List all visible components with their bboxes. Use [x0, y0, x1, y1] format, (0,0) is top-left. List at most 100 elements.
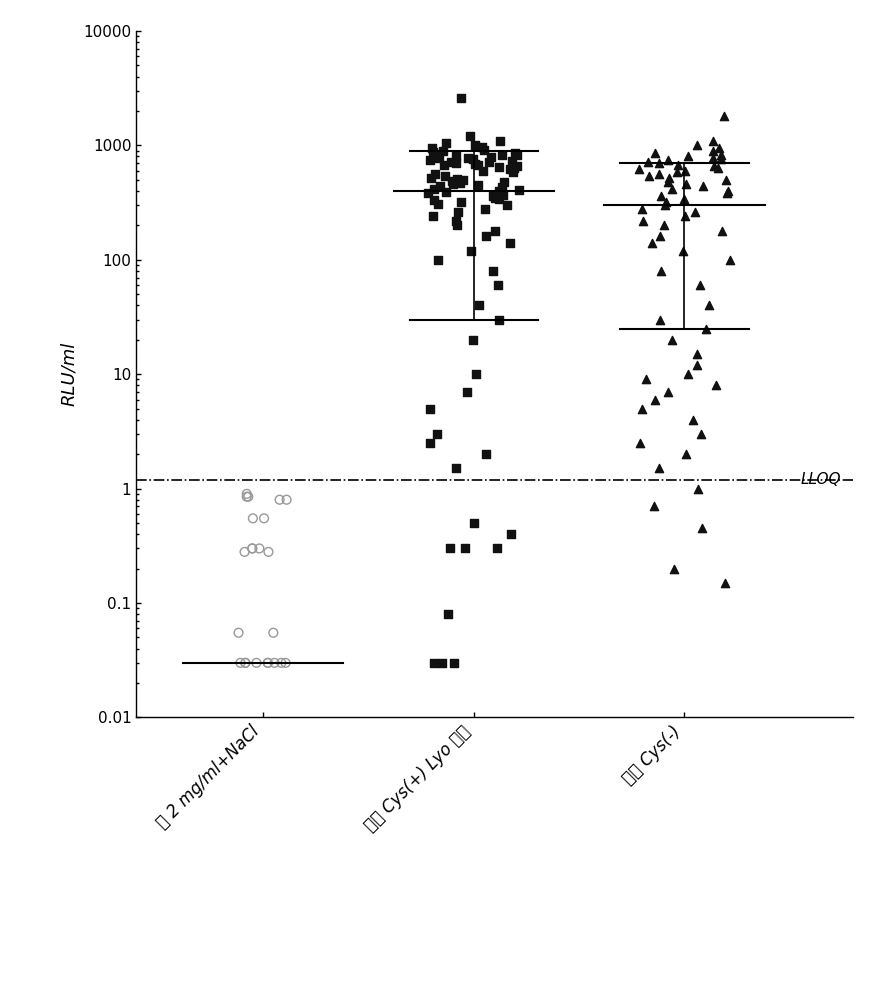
Point	[693, 426, 707, 442]
Point	[260, 655, 274, 671]
Point	[472, 297, 486, 313]
Point	[240, 486, 254, 502]
Point	[252, 540, 266, 556]
Point	[680, 148, 695, 164]
Point	[468, 137, 482, 153]
Point	[428, 166, 443, 182]
Point	[438, 184, 452, 200]
Point	[443, 154, 458, 170]
Point	[463, 243, 477, 259]
Point	[449, 460, 463, 476]
Point	[257, 510, 271, 526]
Point	[423, 435, 437, 451]
Point	[494, 147, 509, 163]
Point	[651, 166, 665, 182]
Point	[426, 208, 440, 224]
Point	[635, 213, 649, 229]
Point	[679, 176, 693, 192]
Point	[429, 148, 443, 164]
Point	[718, 172, 732, 188]
Point	[714, 223, 729, 239]
Point	[272, 492, 286, 508]
Point	[267, 655, 282, 671]
Point	[711, 140, 725, 156]
Point	[653, 263, 667, 279]
Point	[478, 446, 493, 462]
Point	[688, 346, 703, 362]
Point	[634, 201, 648, 217]
Point	[504, 153, 519, 169]
Point	[705, 150, 720, 166]
Point	[458, 540, 472, 556]
Point	[495, 187, 510, 203]
Point	[676, 191, 690, 207]
Point	[491, 183, 505, 199]
Point	[705, 133, 720, 149]
Point	[490, 277, 504, 293]
Point	[491, 191, 505, 207]
Point	[695, 520, 709, 536]
Point	[450, 171, 464, 187]
Point	[503, 526, 518, 542]
Point	[697, 321, 712, 337]
Point	[493, 133, 507, 149]
Point	[232, 625, 246, 641]
Point	[426, 144, 440, 160]
Point	[240, 489, 254, 505]
Point	[662, 170, 676, 186]
Point	[647, 392, 662, 408]
Point	[487, 223, 502, 239]
Point	[279, 492, 293, 508]
Point	[641, 168, 655, 184]
Point	[701, 297, 715, 313]
Point	[450, 217, 464, 233]
Point	[245, 540, 259, 556]
Point	[677, 208, 691, 224]
Point	[460, 384, 474, 400]
Point	[638, 371, 653, 387]
Point	[656, 197, 670, 213]
Point	[502, 161, 517, 177]
Point	[470, 157, 485, 173]
Point	[470, 177, 485, 193]
Point	[640, 154, 654, 170]
Point	[245, 540, 259, 556]
Point	[631, 161, 645, 177]
Point	[445, 173, 460, 189]
Point	[437, 157, 451, 173]
Point	[445, 176, 460, 192]
Point	[693, 277, 707, 293]
Point	[453, 194, 468, 210]
Point	[278, 655, 292, 671]
Point	[721, 252, 736, 268]
Point	[477, 201, 492, 217]
Point	[261, 544, 275, 560]
Point	[240, 489, 255, 505]
Point	[670, 157, 684, 173]
Point	[424, 140, 438, 156]
Point	[487, 190, 502, 206]
Point	[664, 181, 679, 197]
Point	[653, 312, 667, 328]
Point	[721, 183, 735, 199]
Point	[491, 312, 505, 328]
Point	[704, 143, 719, 159]
Point	[431, 150, 445, 166]
Point	[716, 108, 730, 124]
Point	[505, 164, 519, 180]
Point	[696, 178, 710, 194]
Point	[510, 158, 524, 174]
Point	[452, 175, 467, 191]
Point	[511, 182, 526, 198]
Point	[632, 435, 646, 451]
Point	[492, 159, 506, 175]
Point	[266, 625, 280, 641]
Text: LLOQ: LLOQ	[799, 472, 840, 487]
Point	[438, 135, 452, 151]
Point	[426, 655, 441, 671]
Point	[710, 160, 724, 176]
Point	[508, 145, 522, 161]
Point	[237, 544, 251, 560]
Point	[644, 235, 658, 251]
Point	[656, 217, 670, 233]
